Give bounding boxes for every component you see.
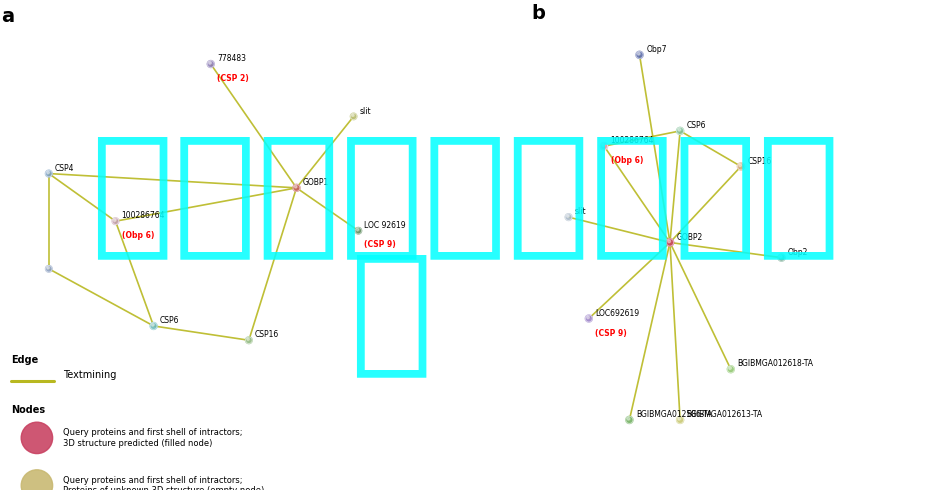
Circle shape [727,366,735,373]
Circle shape [352,114,354,117]
Text: Nodes: Nodes [11,405,45,415]
Circle shape [207,61,214,68]
Circle shape [779,255,782,258]
Text: 时尚产业观察，产业: 时尚产业观察，产业 [90,128,840,264]
Circle shape [351,113,357,120]
Text: a: a [1,7,14,26]
Circle shape [585,315,592,322]
Text: CSP16: CSP16 [748,156,772,166]
Text: LOC 92619: LOC 92619 [365,221,406,230]
Circle shape [668,240,671,243]
Circle shape [356,228,359,231]
Circle shape [566,215,569,218]
Text: Obp7: Obp7 [646,45,667,54]
Text: 778483: 778483 [217,54,246,63]
Circle shape [246,338,249,341]
Circle shape [46,267,49,269]
Circle shape [678,128,681,131]
Text: (CSP 2): (CSP 2) [217,74,249,83]
Text: b: b [532,4,546,23]
Text: LOC692619: LOC692619 [595,309,640,318]
Circle shape [637,52,640,55]
Text: GOBP2: GOBP2 [677,233,703,242]
Text: CSP16: CSP16 [255,330,279,340]
Circle shape [46,266,52,272]
Circle shape [666,239,673,246]
Text: slit: slit [360,107,371,116]
Text: (Obp 6): (Obp 6) [611,156,643,166]
Text: (CSP 9): (CSP 9) [365,241,396,249]
Text: Obp2: Obp2 [788,248,808,257]
Text: 观: 观 [349,246,432,381]
Circle shape [636,51,643,58]
Text: CSP4: CSP4 [55,164,74,173]
Circle shape [778,254,785,261]
Circle shape [602,144,604,147]
Circle shape [738,164,741,167]
Circle shape [355,227,362,234]
Text: BGIBMGA012618-TA: BGIBMGA012618-TA [737,359,814,368]
Circle shape [113,219,116,221]
Text: Query proteins and first shell of intractors;
3D structure predicted (filled nod: Query proteins and first shell of intrac… [63,428,243,448]
Text: (CSP 9): (CSP 9) [595,329,627,338]
Circle shape [208,62,211,64]
Circle shape [678,417,681,420]
Circle shape [601,143,607,149]
Text: 100286764: 100286764 [122,211,166,220]
Text: 100286764: 100286764 [611,136,654,145]
Circle shape [677,416,684,423]
Circle shape [21,422,53,454]
Circle shape [729,367,731,369]
Text: CSP6: CSP6 [686,121,706,130]
Text: CSP6: CSP6 [160,316,179,325]
Text: BGIBMGA012586-TA: BGIBMGA012586-TA [636,410,712,419]
Circle shape [626,416,633,423]
Text: slit: slit [575,207,587,216]
Circle shape [627,417,630,420]
Circle shape [293,184,300,191]
Text: GOBP1: GOBP1 [303,178,329,187]
Text: Query proteins and first shell of intractors;
Proteins of unknown 3D structure (: Query proteins and first shell of intrac… [63,476,264,490]
Circle shape [295,185,297,188]
Circle shape [737,163,745,170]
Circle shape [676,127,684,134]
Circle shape [152,323,154,326]
Circle shape [587,316,590,318]
Circle shape [46,171,49,174]
Circle shape [246,337,252,343]
Text: Edge: Edge [11,355,38,365]
Circle shape [46,170,52,177]
Circle shape [565,214,572,220]
Circle shape [21,470,53,490]
Text: Textmining: Textmining [63,369,116,380]
Text: BGIBMGA012613-TA: BGIBMGA012613-TA [686,410,763,419]
Circle shape [150,322,157,329]
Circle shape [113,218,119,224]
Text: (Obp 6): (Obp 6) [122,231,154,240]
